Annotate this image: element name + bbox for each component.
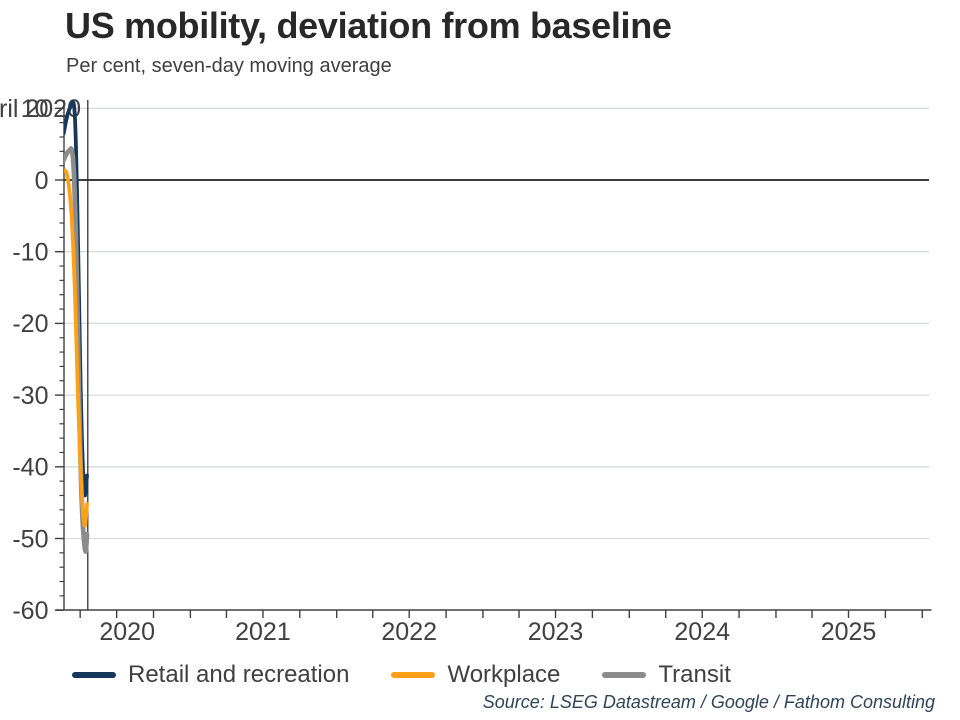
y-tick-label: -30 bbox=[12, 382, 48, 410]
legend-label-retail-and-recreation: Retail and recreation bbox=[128, 661, 350, 688]
source-note: Source: LSEG Datastream / Google / Fatho… bbox=[482, 692, 935, 712]
x-tick-label: 2022 bbox=[381, 618, 437, 646]
y-tick-label: -20 bbox=[12, 310, 48, 338]
x-tick-label: 2023 bbox=[528, 618, 584, 646]
x-tick-label: 2025 bbox=[821, 618, 877, 646]
chart-legend: Retail and recreation Workplace Transit bbox=[72, 662, 731, 688]
x-tick-label: 2024 bbox=[674, 618, 730, 646]
series-line-workplace bbox=[64, 168, 89, 528]
legend-swatch-retail-and-recreation bbox=[72, 672, 116, 678]
legend-swatch-workplace bbox=[391, 672, 436, 678]
y-tick-label: -40 bbox=[12, 454, 48, 482]
x-tick-label: 2020 bbox=[99, 618, 155, 646]
legend-item-workplace: Workplace bbox=[391, 662, 560, 688]
chart-subtitle: Per cent, seven-day moving average bbox=[66, 55, 392, 77]
x-tick-label: 2021 bbox=[235, 618, 291, 646]
y-tick-label: -50 bbox=[12, 525, 48, 553]
chart-title: US mobility, deviation from baseline bbox=[65, 5, 672, 46]
y-tick-label: -60 bbox=[12, 597, 48, 625]
y-tick-label: 0 bbox=[35, 167, 49, 195]
y-tick-label: 10 bbox=[21, 95, 49, 123]
legend-label-transit: Transit bbox=[658, 661, 731, 688]
legend-swatch-transit bbox=[602, 672, 647, 678]
series-group bbox=[64, 100, 90, 554]
legend-label-workplace: Workplace bbox=[447, 661, 561, 688]
legend-item-transit: Transit bbox=[602, 661, 731, 688]
legend-item-retail-and-recreation: Retail and recreation bbox=[72, 662, 349, 688]
y-tick-label: -10 bbox=[12, 238, 48, 266]
